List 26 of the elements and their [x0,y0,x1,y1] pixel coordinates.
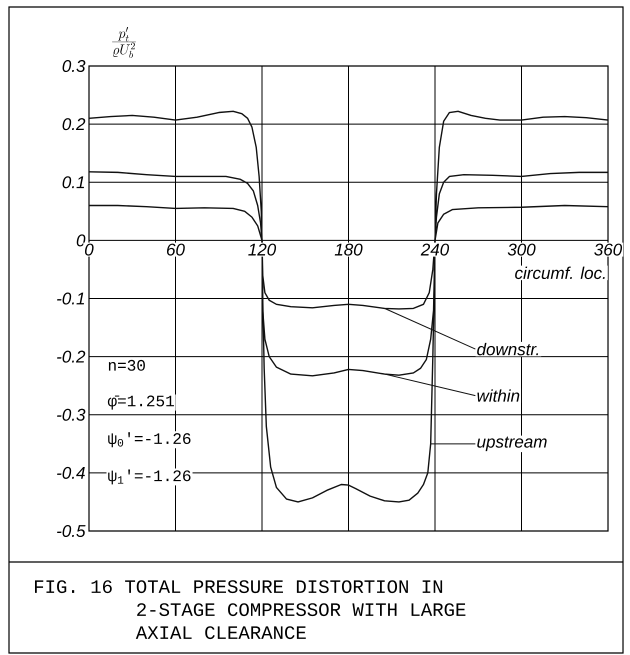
x-tick-label: 240 [420,244,450,256]
y-tick-label: 0.1 [62,176,84,188]
text: within [477,389,520,402]
annotation: ψ$_{0}$'=-1.26 [108,432,190,448]
x-tick-label: 0 [85,244,94,256]
annotation: ψ$_{1}$'=-1.26 [108,469,190,484]
y-tick-label: -0.3 [57,408,86,421]
legend-label: upstream [477,436,547,452]
y-tick-label: 0.2 [62,118,86,130]
y-tick-label: 0.3 [62,60,86,72]
text: FIG. 16 TOTAL PRESSURE DISTORTION IN 2-STAGE COMPRESSOR WITH LARGE AXIAL CLEARANCE [34,580,466,640]
y-axis-title: $\frac{p_t'}{\varrho U_b^2}$ [112,27,136,58]
x-axis-title: circumf. loc. [515,266,605,280]
annotation: n=30 [108,360,145,371]
y-tick-label: -0.2 [57,350,86,363]
x-tick-label: 180 [334,244,363,256]
y-tick-label: 0 [76,234,86,246]
x-tick-label: 360 [594,244,622,256]
y-tick-label: -0.1 [57,292,84,305]
x-tick-label: 120 [248,244,276,256]
x-tick-label: 60 [167,244,185,256]
text: downstr. [477,342,538,356]
x-tick-label: 300 [508,244,536,256]
y-tick-label: -0.5 [57,524,86,538]
annotation: φ̄=1.251 [108,396,174,410]
y-tick-label: -0.4 [57,466,85,479]
